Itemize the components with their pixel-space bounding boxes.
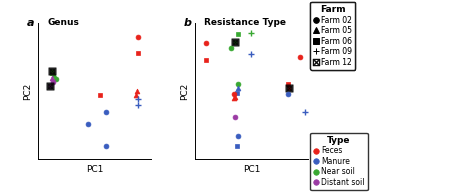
Y-axis label: PC2: PC2 (23, 83, 32, 100)
X-axis label: PC1: PC1 (243, 165, 260, 174)
Text: Resistance Type: Resistance Type (204, 18, 286, 26)
X-axis label: PC1: PC1 (86, 165, 103, 174)
Text: b: b (183, 18, 191, 28)
Text: Genus: Genus (47, 18, 79, 26)
Y-axis label: PC2: PC2 (180, 83, 189, 100)
Text: a: a (27, 18, 34, 28)
Legend: Farm 02, Farm 05, Farm 06, Farm 09, Farm 12: Farm 02, Farm 05, Farm 06, Farm 09, Farm… (310, 2, 355, 70)
Legend: Feces, Manure, Near soil, Distant soil: Feces, Manure, Near soil, Distant soil (310, 133, 368, 190)
